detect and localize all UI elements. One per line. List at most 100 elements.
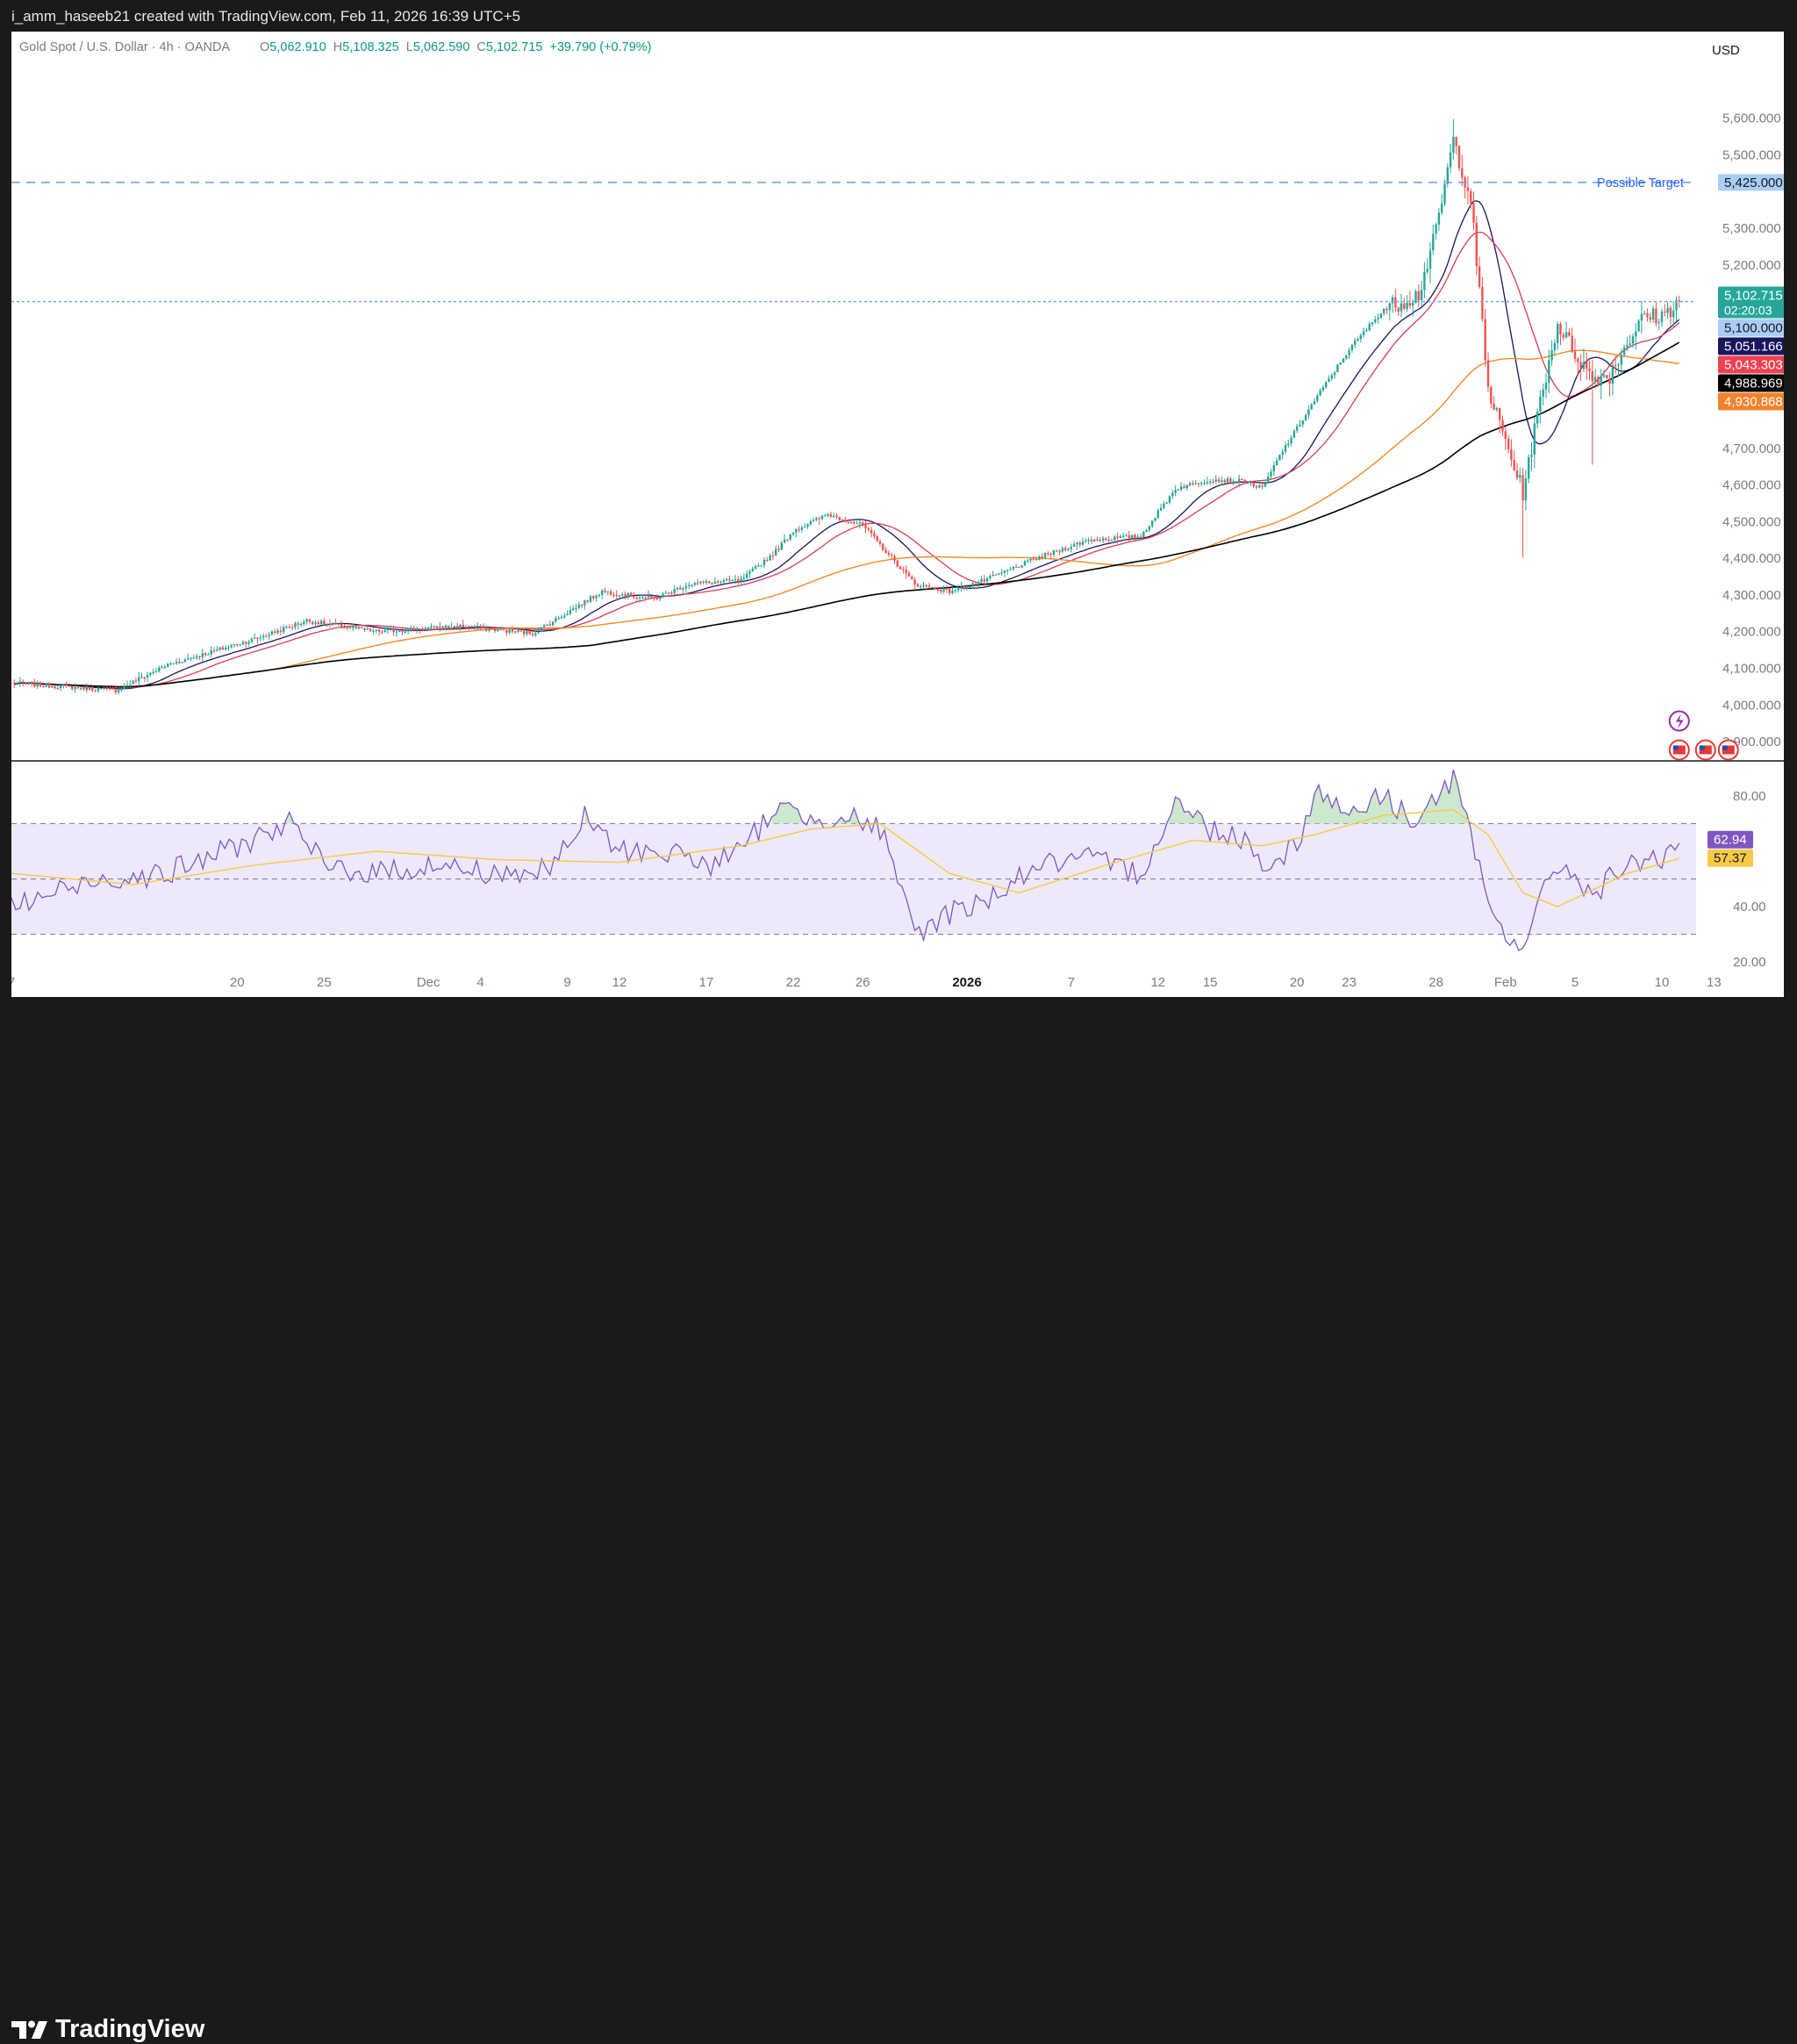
candle-body: [1643, 313, 1646, 315]
candle-body: [354, 627, 357, 629]
candle-body: [667, 592, 670, 594]
candle-body: [493, 628, 497, 631]
candle-body: [1528, 456, 1530, 479]
author-bar: i_amm_haseeb21 created with TradingView.…: [0, 0, 1797, 32]
price-pane[interactable]: [11, 32, 1784, 760]
candle-body: [635, 597, 638, 599]
candle-body: [1510, 448, 1513, 461]
currency-badge[interactable]: USD: [1703, 36, 1770, 62]
price-tag-text: 5,100.000: [1724, 320, 1783, 335]
price-tick-label: 5,300.000: [1722, 221, 1781, 236]
candle-body: [207, 654, 210, 656]
candle-body: [456, 626, 459, 628]
candle-body: [931, 587, 934, 589]
candle-body: [1423, 271, 1426, 290]
candle-body: [1226, 478, 1229, 483]
rsi-line: [11, 769, 1680, 951]
candle-body: [1180, 486, 1183, 490]
candle-body: [1562, 334, 1564, 338]
candle-body: [699, 581, 702, 584]
candle-body: [1631, 336, 1635, 344]
candle-body: [898, 566, 902, 570]
candle-body: [1029, 558, 1032, 561]
candle-body: [833, 515, 835, 517]
tradingview-logo: TradingView: [11, 2015, 204, 2044]
price-tick-label: 4,700.000: [1722, 441, 1781, 456]
candle-body: [1417, 290, 1420, 301]
candle-body: [827, 513, 829, 516]
candle-body: [1101, 538, 1105, 541]
candle-body: [1635, 331, 1637, 337]
candle-body: [1275, 460, 1278, 466]
candle-body: [693, 583, 696, 585]
candle-body: [537, 632, 540, 634]
candle-body: [1400, 303, 1403, 312]
candle-body: [1290, 437, 1292, 444]
candle-body: [294, 623, 297, 628]
candle-body: [1481, 286, 1484, 319]
candle-body: [1096, 539, 1099, 541]
candle-body: [410, 628, 412, 629]
candle-body: [1515, 470, 1519, 478]
candle-body: [1582, 362, 1586, 369]
candle-body: [647, 595, 650, 598]
candle-body: [1177, 489, 1180, 491]
candle-body: [375, 629, 377, 631]
candle-body: [91, 686, 94, 691]
candle-body: [540, 627, 543, 633]
candle-body: [777, 549, 780, 550]
candle-body: [283, 627, 285, 632]
candle-body: [502, 628, 505, 630]
us-flag-canton: [1672, 745, 1679, 750]
candle-body: [30, 682, 33, 684]
rsi-ma-value-bg: [1708, 849, 1753, 867]
candle-body: [1252, 482, 1255, 487]
candle-body: [630, 592, 633, 597]
candle-body: [1449, 152, 1452, 168]
candle-body: [688, 585, 691, 587]
candle-body: [985, 577, 989, 582]
candle-body: [1183, 486, 1185, 489]
candle-body: [1339, 362, 1342, 365]
candle-body: [163, 666, 167, 668]
candle-body: [980, 578, 983, 583]
candle-body: [1281, 451, 1284, 455]
chart-frame[interactable]: 3,900.000 4,000.000 4,100.000 4,200.000 4,30…: [8, 32, 1797, 997]
price-tick-label: 4,000.000: [1722, 698, 1781, 713]
candle-body: [138, 677, 140, 682]
rsi-overbought-fill: [584, 806, 594, 824]
candle-body: [936, 589, 940, 591]
candle-body: [340, 623, 343, 628]
candle-body: [728, 578, 731, 581]
candle-body: [679, 587, 682, 590]
candle-body: [1328, 378, 1330, 383]
candle-body: [737, 578, 740, 582]
candle-body: [1490, 386, 1493, 404]
candle-body: [1435, 224, 1437, 234]
candle-body: [911, 576, 913, 580]
candle-body: [717, 581, 720, 583]
candle-body: [1032, 558, 1035, 560]
candle-body: [158, 667, 161, 671]
candle-body: [1076, 542, 1078, 545]
candle-body: [942, 588, 945, 592]
candle-body: [1330, 375, 1333, 379]
candle-body: [259, 637, 261, 639]
time-tick-label: 5: [1571, 975, 1579, 990]
candle-body: [225, 647, 227, 650]
candle-body: [216, 649, 218, 651]
brand-name: TradingView: [55, 2015, 205, 2043]
candle-body: [963, 585, 965, 589]
candle-body: [1012, 566, 1014, 570]
candle-body: [1107, 539, 1110, 541]
time-tick-label: 15: [1203, 975, 1218, 990]
candle-body: [1657, 322, 1660, 324]
candle-body: [210, 649, 212, 655]
candle-body: [748, 570, 751, 574]
candle-body: [956, 587, 960, 591]
candle-body: [1573, 351, 1577, 359]
chart-svg[interactable]: 3,900.0004,000.0004,100.0004,200.0004,30…: [8, 32, 1797, 997]
candle-body: [1437, 212, 1441, 225]
candle-body: [1640, 313, 1643, 321]
candle-body: [548, 624, 551, 626]
